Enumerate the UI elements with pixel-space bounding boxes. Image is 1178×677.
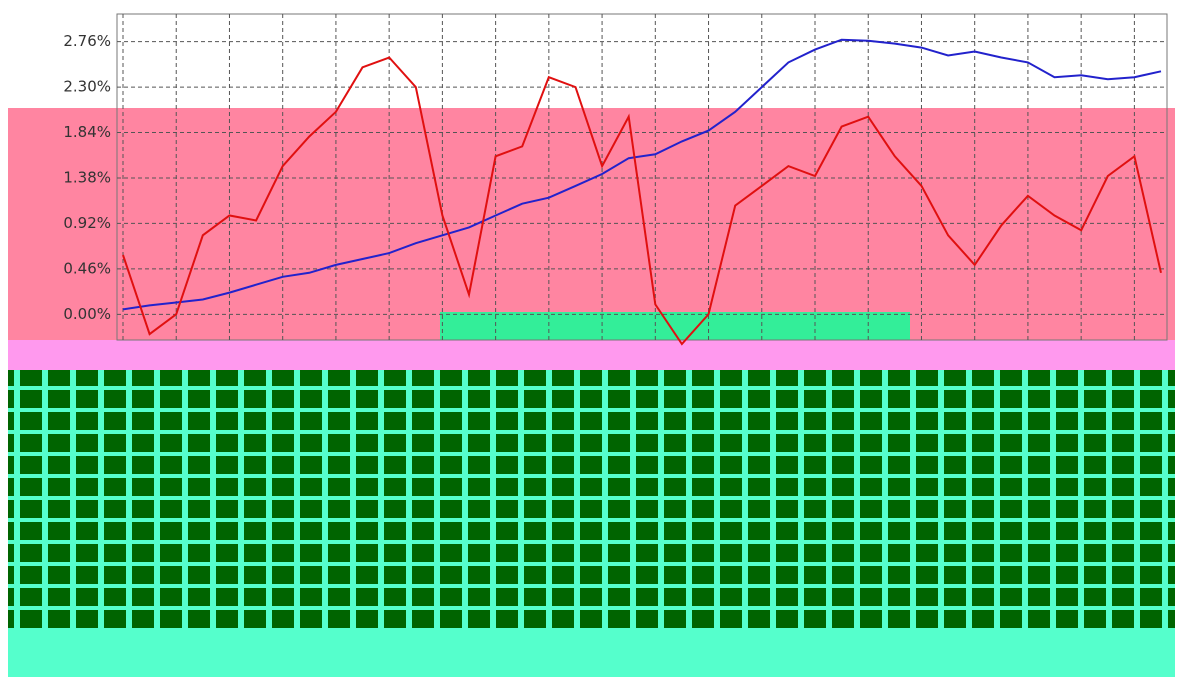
y-tick-label: 1.84% [63,123,111,141]
y-tick-label: 0.00% [63,305,111,323]
y-tick-label: 0.92% [63,214,111,232]
y-tick-label: 1.38% [63,168,111,186]
chart: 0.00% 0.46% 0.92% 1.38% 1.84% 2.30% 2.76% [0,0,1178,677]
y-tick-label: 2.76% [63,32,111,50]
glitch-band [8,340,1175,370]
y-tick-label: 0.46% [63,259,111,277]
glitch-band [440,312,910,340]
glitch-band [8,630,1175,677]
y-tick-label: 2.30% [63,78,111,96]
glitch-block [8,370,1175,630]
glitch-band [8,108,1175,340]
